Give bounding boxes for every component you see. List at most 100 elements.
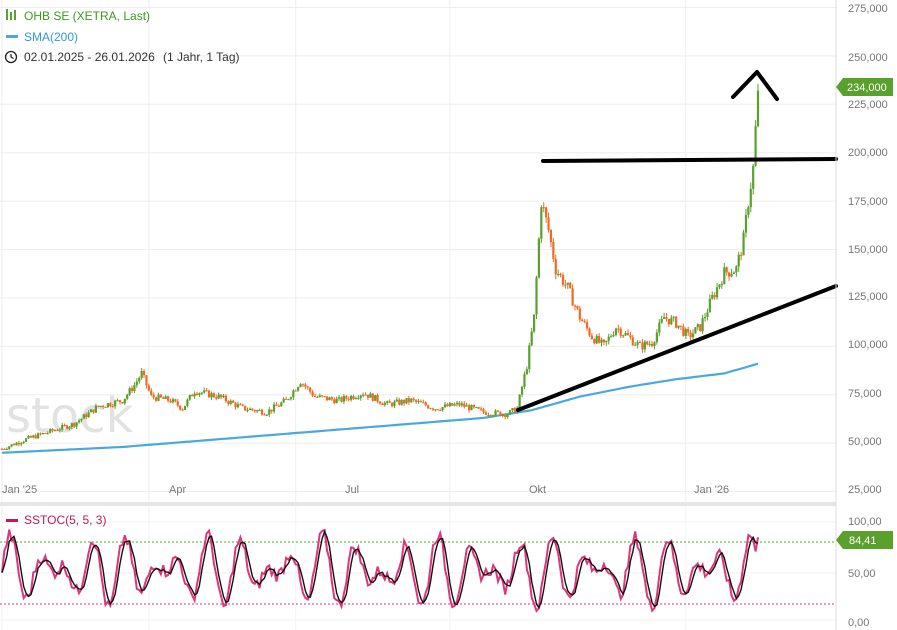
candle-body — [752, 165, 755, 189]
legend-range-suffix: (1 Jahr, 1 Tag) — [163, 50, 240, 64]
candle-body — [725, 267, 728, 273]
candle-body — [140, 371, 143, 378]
candle-body — [244, 405, 247, 411]
candle-body — [56, 430, 59, 432]
candle-body — [0, 448, 4, 450]
candle-body — [422, 402, 425, 404]
candle-body — [393, 401, 396, 407]
candle-body — [70, 423, 73, 427]
candle-body — [325, 396, 329, 401]
candle-body — [333, 399, 336, 404]
candle-body — [304, 384, 307, 387]
candle-body — [186, 399, 189, 406]
candle-body — [169, 400, 172, 403]
candle-body — [15, 442, 18, 446]
candle-body — [571, 288, 574, 306]
y-tick-label: 125,000 — [848, 291, 888, 303]
legend-main-label: OHB SE (XETRA, Last) — [24, 9, 150, 23]
candle-body — [263, 414, 266, 416]
candle-body — [167, 396, 170, 401]
svg-text:234,000: 234,000 — [847, 82, 887, 94]
resistance-line — [541, 157, 838, 163]
candle-body — [415, 399, 418, 402]
candle-body — [410, 398, 413, 403]
clock-icon — [4, 50, 18, 64]
candle-body — [292, 390, 295, 398]
candle-body — [605, 340, 608, 343]
candle-body — [350, 395, 353, 400]
candle-body — [434, 409, 437, 411]
candle-body — [465, 405, 468, 407]
candle-body — [217, 394, 220, 399]
candle-body — [5, 448, 8, 450]
legend-sma-icon — [6, 35, 18, 38]
candle-body — [564, 284, 567, 286]
candle-body — [109, 403, 112, 407]
candle-body — [256, 410, 259, 412]
candle-body — [268, 409, 271, 415]
candle-body — [239, 404, 242, 406]
candle-body — [506, 414, 509, 417]
x-tick-label: Jan '25 — [2, 484, 37, 496]
candle-body — [742, 232, 745, 256]
y-tick-label: 100,000 — [848, 339, 888, 351]
candle-body — [381, 403, 384, 405]
candle-body — [174, 399, 177, 402]
candle-body — [439, 409, 442, 411]
candle-body — [92, 409, 95, 413]
candle-body — [123, 398, 126, 404]
candle-body — [85, 414, 88, 418]
candle-body — [287, 399, 290, 401]
candle-body — [270, 409, 273, 412]
candle-body — [458, 402, 461, 406]
candle-body — [340, 397, 343, 402]
candle-body — [24, 438, 28, 442]
candle-body — [222, 395, 225, 398]
candle-body — [535, 277, 538, 315]
candle-body — [689, 332, 692, 338]
candle-body — [265, 414, 268, 416]
candle-body — [241, 404, 244, 406]
candle-body — [711, 294, 714, 299]
candle-body — [703, 317, 707, 319]
candle-body — [260, 409, 264, 415]
candle-body — [525, 369, 528, 375]
x-axis: Jan '25 Apr Jul Okt Jan '26 — [2, 484, 729, 496]
candle-body — [520, 386, 524, 395]
stoch-legend-label: SSTOC(5, 5, 3) — [24, 513, 106, 527]
candle-body — [395, 399, 398, 402]
candle-body — [412, 398, 415, 400]
stoch-y-tick: 0,00 — [848, 617, 869, 629]
candle-body — [487, 414, 490, 416]
candle-body — [619, 328, 622, 336]
y-tick-label: 75,000 — [848, 388, 882, 400]
x-tick-label: Jul — [345, 484, 359, 496]
candle-body — [258, 409, 261, 411]
stoch-d-line — [1, 529, 759, 610]
candle-body — [677, 325, 680, 328]
candlestick-series — [0, 83, 760, 451]
candle-body — [549, 230, 553, 243]
candle-body — [597, 335, 601, 343]
candle-body — [39, 433, 42, 435]
last-price-tag: 234,000 — [836, 78, 893, 96]
candle-body — [280, 402, 283, 407]
candle-body — [441, 407, 444, 411]
candle-body — [87, 412, 90, 418]
candle-body — [311, 391, 314, 396]
stoch-legend-icon — [6, 519, 18, 522]
candle-body — [530, 331, 533, 346]
stoch-panel: SSTOC(5, 5, 3) 100,00 50,00 0,00 84,41 — [0, 513, 893, 629]
trendlines — [516, 70, 838, 412]
candle-body — [720, 284, 723, 286]
candle-body — [299, 384, 302, 388]
candle-body — [17, 442, 20, 445]
candle-body — [691, 333, 695, 338]
candle-body — [453, 404, 456, 406]
candle-body — [417, 401, 420, 403]
y-tick-label: 50,000 — [848, 436, 882, 448]
stoch-gridlines — [0, 506, 836, 630]
candle-body — [424, 402, 427, 406]
candle-body — [97, 405, 100, 407]
candle-body — [629, 335, 632, 338]
